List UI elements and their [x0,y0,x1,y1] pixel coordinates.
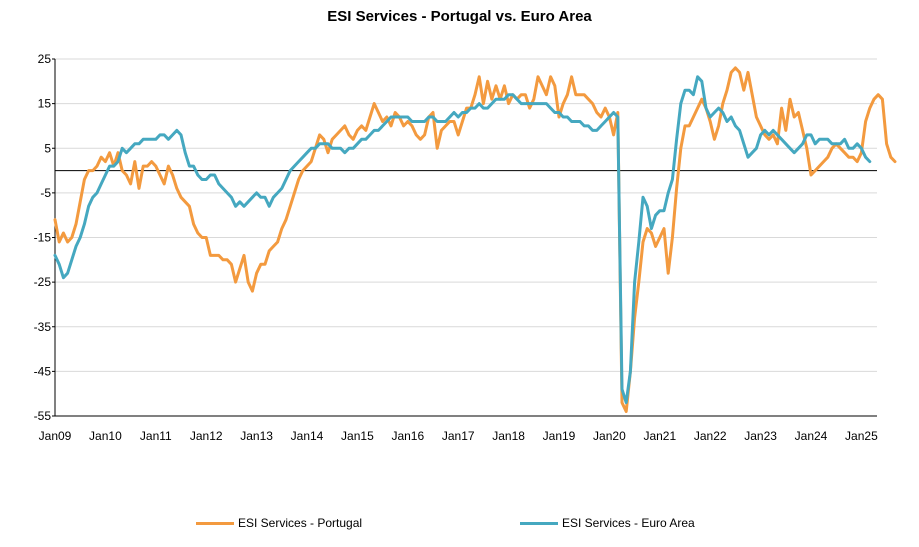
x-tick-label: Jan20 [593,429,626,443]
series-line-portugal [53,66,897,413]
x-tick-label: Jan25 [845,429,878,443]
legend-swatch-euro-area [520,521,558,525]
series-line-euro-area [53,75,872,405]
y-tick-label: 5 [44,141,51,155]
legend-item-euro-area: ESI Services - Euro Area [520,516,695,530]
x-tick-label: Jan14 [291,429,324,443]
legend-swatch-portugal [196,521,234,525]
y-tick-label: -5 [40,186,51,200]
y-tick-label: -25 [34,275,52,289]
series-lines [53,66,897,413]
x-tick-label: Jan13 [240,429,273,443]
y-tick-label: -55 [34,409,52,423]
y-tick-label: -15 [34,231,52,245]
y-tick-label: 25 [38,52,52,66]
x-tick-label: Jan22 [694,429,727,443]
legend-label-euro-area: ESI Services - Euro Area [562,516,695,530]
x-tick-label: Jan10 [89,429,122,443]
x-tick-label: Jan11 [140,429,172,443]
y-axis: 25 15 5 -5 -15 -25 -35 -45 -55 [34,52,56,423]
x-tick-label: Jan19 [543,429,576,443]
y-tick-label: 15 [38,97,52,111]
x-tick-label: Jan21 [643,429,676,443]
legend-label-portugal: ESI Services - Portugal [238,516,363,530]
x-tick-label: Jan17 [442,429,475,443]
x-tick-label: Jan16 [391,429,424,443]
x-tick-label: Jan24 [795,429,828,443]
x-tick-label: Jan23 [744,429,777,443]
x-axis: Jan09 Jan10 Jan11 Jan12 Jan13 Jan14 Jan15 Jan16… [39,170,878,443]
x-tick-label: Jan12 [190,429,223,443]
y-tick-label: -35 [34,320,52,334]
legend-item-portugal: ESI Services - Portugal [196,516,362,530]
x-tick-label: Jan18 [492,429,525,443]
chart-title: ESI Services - Portugal vs. Euro Area [327,8,592,25]
x-tick-label: Jan09 [39,429,72,443]
y-tick-label: -45 [34,364,52,378]
x-tick-label: Jan15 [341,429,374,443]
